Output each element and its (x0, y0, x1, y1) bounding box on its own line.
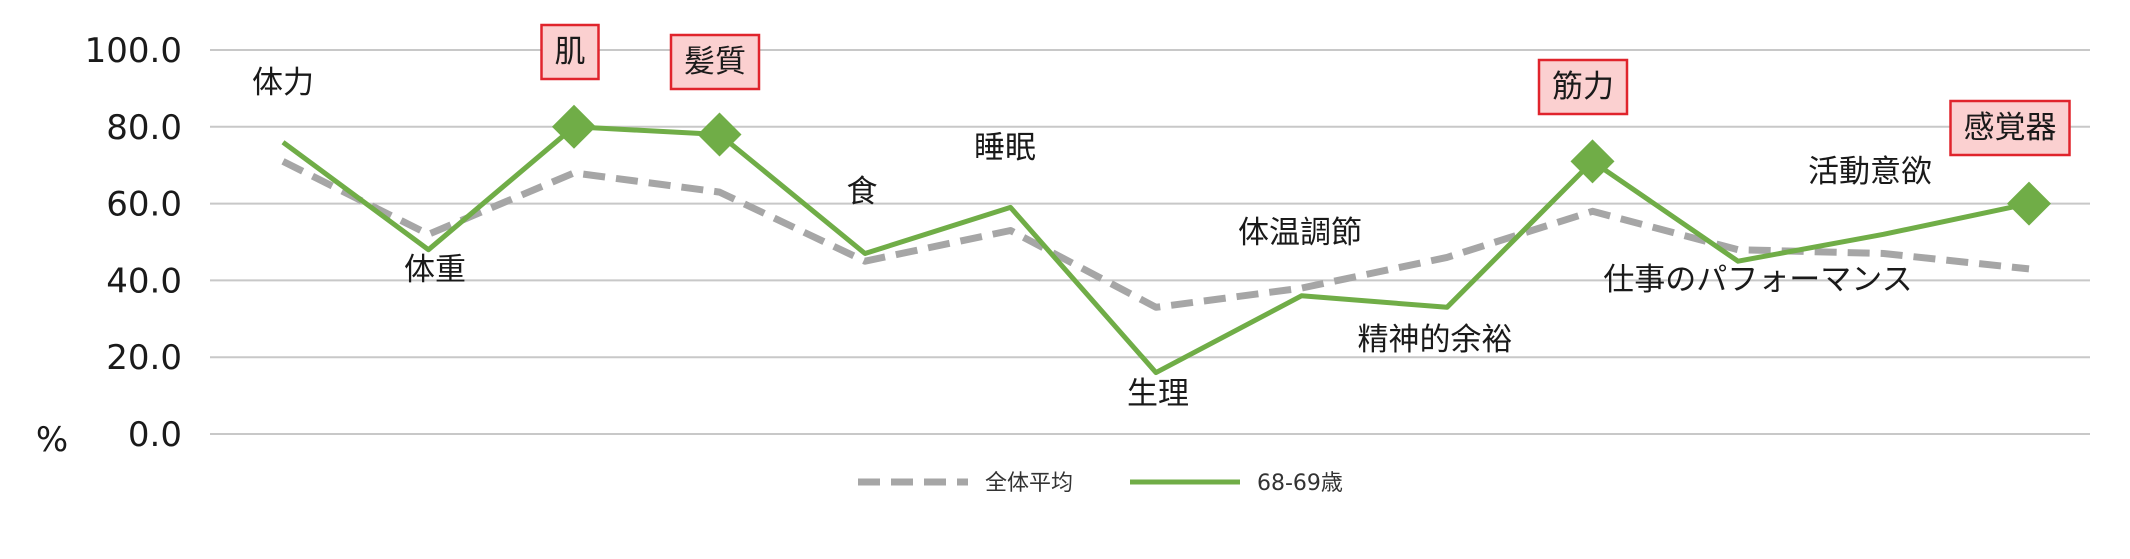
category-label-7: 生理 (1127, 376, 1189, 412)
legend-item-average: 全体平均 (858, 471, 1073, 496)
series-markers (552, 104, 2051, 226)
category-label-text: 体温調節 (1238, 215, 1362, 251)
category-label-9: 精神的余裕 (1358, 322, 1513, 358)
category-label-10: 筋力 (1537, 58, 1629, 116)
legend-label: 全体平均 (985, 471, 1073, 496)
y-tick-label: 20.0 (106, 338, 182, 378)
highlight-box (1537, 58, 1629, 116)
category-label-2: 体重 (404, 252, 466, 288)
legend: 全体平均 68-69歳 (858, 471, 1343, 496)
y-axis-ticks: 100.0 80.0 60.0 40.0 20.0 0.0 (85, 31, 182, 455)
category-label-text: 生理 (1127, 376, 1189, 412)
category-label-8: 体温調節 (1238, 215, 1362, 251)
grid-lines (210, 49, 2090, 435)
legend-item-age-68-69: 68-69歳 (1130, 471, 1343, 496)
category-label-text: 肌 (555, 34, 586, 70)
data-point-marker (2007, 181, 2051, 226)
category-label-text: 活動意欲 (1808, 154, 1932, 190)
category-label-11: 仕事のパフォーマンス (1603, 262, 1912, 298)
data-point-marker (697, 112, 742, 157)
legend-label: 68-69歳 (1257, 471, 1343, 496)
category-label-text: 仕事のパフォーマンス (1603, 262, 1912, 298)
series-lines (281, 124, 2030, 376)
category-label-text: 体重 (404, 252, 466, 288)
highlight-box (1949, 99, 2071, 157)
y-tick-label: 100.0 (85, 31, 182, 71)
y-tick-label: 0.0 (128, 415, 182, 455)
category-label-text: 髪質 (684, 44, 746, 80)
category-label-1: 体力 (252, 65, 314, 101)
data-point-marker (1570, 139, 1615, 184)
category-label-text: 筋力 (1552, 69, 1614, 105)
y-tick-label: 40.0 (106, 261, 182, 301)
category-label-text: 感覚器 (1964, 110, 2057, 146)
y-tick-label: 80.0 (106, 108, 182, 148)
highlight-box (540, 23, 600, 81)
category-label-3: 肌 (540, 23, 600, 81)
highlight-box (669, 33, 761, 91)
y-axis-unit-label: % (36, 420, 68, 460)
data-point-marker (552, 104, 596, 149)
series-line-average (281, 158, 2030, 311)
y-tick-label: 60.0 (106, 185, 182, 225)
category-label-5: 食 (847, 174, 878, 210)
category-label-text: 体力 (252, 65, 314, 101)
category-label-6: 睡眠 (974, 130, 1036, 166)
category-label-13: 感覚器 (1949, 99, 2071, 157)
category-label-12: 活動意欲 (1808, 154, 1932, 190)
category-label-4: 髪質 (669, 33, 761, 91)
category-label-text: 睡眠 (974, 130, 1036, 166)
category-label-text: 食 (847, 174, 878, 210)
category-label-text: 精神的余裕 (1358, 322, 1513, 358)
